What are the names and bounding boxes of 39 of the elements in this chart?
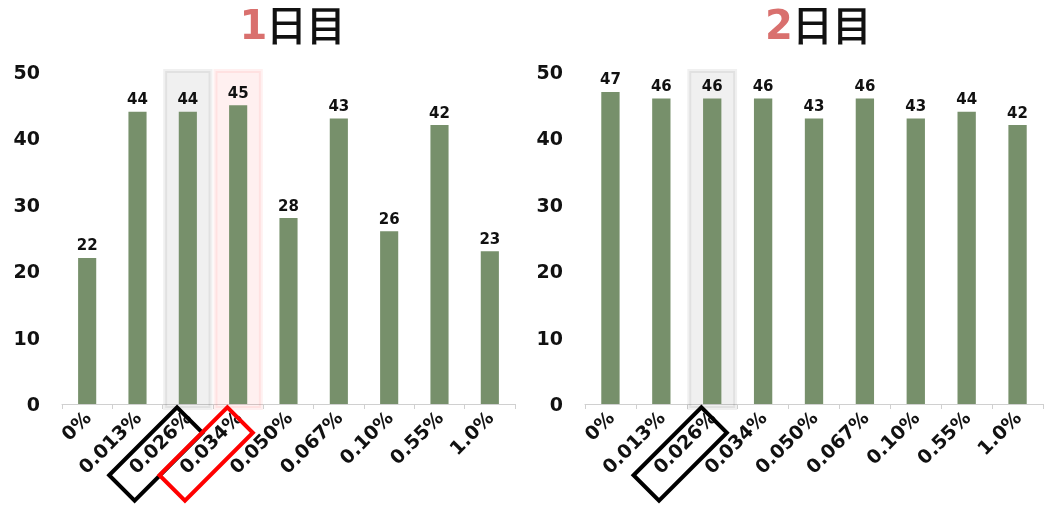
y-tick-label: 0 — [26, 393, 40, 415]
data-label: 43 — [905, 96, 927, 115]
y-tick-label: 30 — [13, 193, 40, 216]
bar — [128, 111, 147, 404]
bar — [78, 257, 97, 404]
y-tick-label: 30 — [536, 193, 563, 216]
data-label: 44 — [956, 90, 978, 109]
y-tick-label: 20 — [536, 260, 563, 283]
data-label: 47 — [600, 70, 621, 89]
y-tick-label: 10 — [536, 326, 563, 349]
data-label: 46 — [650, 77, 672, 96]
y-tick-label: 50 — [536, 61, 563, 83]
y-tick-label: 40 — [13, 127, 40, 150]
y-tick-label: 50 — [13, 61, 40, 83]
bar — [380, 231, 399, 404]
data-label: 22 — [76, 236, 98, 255]
data-label: 23 — [479, 229, 501, 248]
data-label: 46 — [752, 77, 774, 96]
y-tick-label: 0 — [549, 393, 563, 415]
y-tick-label: 20 — [13, 260, 40, 283]
data-label: 26 — [378, 209, 400, 228]
data-label: 46 — [854, 77, 876, 96]
bar — [480, 251, 499, 404]
chart-title: 1日目 — [239, 2, 348, 48]
data-label: 43 — [803, 96, 825, 115]
data-label: 45 — [227, 83, 249, 102]
data-label: 42 — [1007, 103, 1028, 122]
data-label: 44 — [177, 90, 199, 109]
y-tick-label: 40 — [536, 127, 563, 150]
data-label: 44 — [127, 90, 148, 109]
y-tick-label: 10 — [13, 326, 40, 349]
data-label: 28 — [278, 196, 299, 215]
bar — [329, 118, 348, 404]
data-label: 42 — [429, 103, 450, 122]
data-label: 46 — [701, 77, 723, 96]
chart-title: 2日目 — [765, 2, 873, 48]
bar — [279, 218, 298, 404]
data-label: 43 — [328, 96, 350, 115]
bar — [430, 125, 449, 404]
